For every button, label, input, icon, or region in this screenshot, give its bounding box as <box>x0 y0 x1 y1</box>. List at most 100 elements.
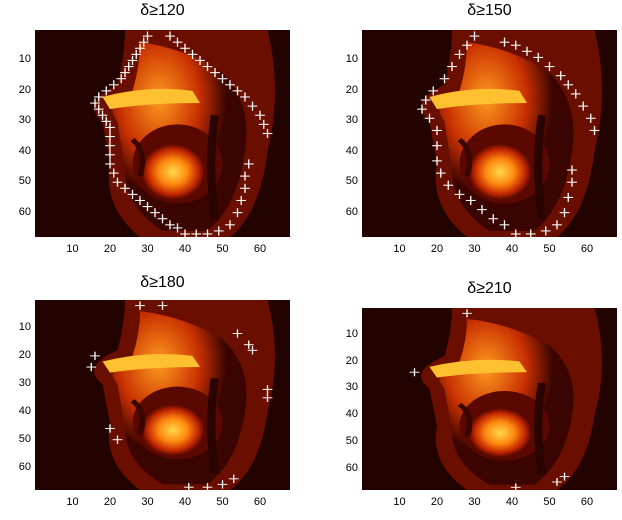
boundary-marker <box>105 141 115 151</box>
boundary-marker <box>225 80 235 90</box>
boundary-marker <box>443 180 454 190</box>
boundary-marker <box>262 393 273 402</box>
boundary-marker <box>105 424 115 433</box>
boundary-marker <box>165 31 175 41</box>
boundary-marker <box>424 113 435 123</box>
boundary-marker <box>157 301 168 310</box>
mri-image <box>362 308 617 490</box>
boundary-marker <box>499 220 510 230</box>
mri-image <box>362 30 617 237</box>
boundary-marker <box>510 483 521 490</box>
boundary-marker <box>138 37 149 47</box>
boundary-marker <box>499 37 510 47</box>
boundary-marker <box>142 31 153 41</box>
boundary-marker <box>462 309 472 318</box>
boundary-marker <box>420 95 431 105</box>
boundary-marker <box>213 226 224 236</box>
boundary-marker <box>150 208 160 218</box>
y-tick-label: 20 <box>18 348 31 361</box>
boundary-marker <box>217 74 228 84</box>
x-tick-label: 10 <box>393 243 406 255</box>
y-tick-label: 60 <box>18 460 31 473</box>
boundary-marker <box>567 177 577 187</box>
boundary-marker <box>180 229 190 237</box>
x-tick-label: 60 <box>580 496 594 508</box>
boundary-marker <box>432 141 442 151</box>
x-tick-label: 50 <box>216 243 229 255</box>
y-tick-label: 10 <box>18 53 31 66</box>
y-tick-label: 20 <box>345 83 358 96</box>
x-tick-label: 30 <box>141 496 154 508</box>
boundary-marker <box>232 86 243 96</box>
x-tick-label: 40 <box>505 496 519 508</box>
boundary-marker <box>101 116 112 126</box>
y-tick-label: 20 <box>345 354 358 367</box>
boundary-marker <box>262 128 273 139</box>
boundary-marker <box>477 205 487 215</box>
x-tick-label: 10 <box>393 496 406 508</box>
y-tick-label: 60 <box>345 205 358 218</box>
boundary-marker <box>232 208 243 218</box>
y-tick-label: 10 <box>18 320 31 333</box>
y-tick-label: 40 <box>18 404 31 417</box>
boundary-marker <box>105 150 115 160</box>
boundary-marker <box>135 301 145 310</box>
y-tick-label: 60 <box>18 205 31 218</box>
boundary-marker <box>112 177 123 187</box>
boundary-marker <box>563 192 574 202</box>
boundary-marker <box>454 49 465 59</box>
y-tick-label: 40 <box>345 144 358 157</box>
x-tick-label: 40 <box>505 243 519 255</box>
x-tick-label: 50 <box>216 496 229 508</box>
y-tick-label: 30 <box>345 381 358 394</box>
boundary-marker <box>105 122 115 132</box>
boundary-marker <box>127 189 138 199</box>
boundary-marker <box>540 226 551 236</box>
y-tick-label: 40 <box>18 144 31 157</box>
y-tick-label: 10 <box>345 53 358 66</box>
panel-title: δ≥180 <box>140 274 185 291</box>
boundary-marker <box>123 61 134 72</box>
x-tick-label: 30 <box>468 496 481 508</box>
boundary-marker <box>488 214 499 224</box>
boundary-marker <box>462 40 472 50</box>
boundary-marker <box>255 110 265 120</box>
x-tick-label: 30 <box>468 243 481 255</box>
panel-title: δ≥120 <box>140 2 185 19</box>
boundary-marker <box>187 49 198 59</box>
y-tick-label: 50 <box>18 432 31 445</box>
boundary-marker <box>432 125 442 136</box>
boundary-marker <box>428 86 439 96</box>
boundary-marker <box>240 171 250 181</box>
boundary-marker <box>120 68 130 78</box>
x-tick-label: 60 <box>253 496 267 508</box>
boundary-marker <box>578 101 589 111</box>
y-tick-label: 50 <box>18 175 31 188</box>
boundary-marker <box>236 195 247 206</box>
boundary-marker <box>240 92 250 102</box>
boundary-marker <box>191 229 202 237</box>
boundary-marker <box>432 156 442 166</box>
x-tick-label: 50 <box>543 496 556 508</box>
boundary-marker <box>409 368 420 377</box>
boundary-marker <box>533 52 544 62</box>
boundary-marker <box>157 214 168 224</box>
x-tick-label: 20 <box>103 496 117 508</box>
boundary-marker <box>120 183 130 193</box>
boundary-marker <box>469 31 480 41</box>
boundary-marker <box>559 208 570 218</box>
boundary-marker <box>108 80 119 90</box>
boundary-marker <box>552 220 562 230</box>
x-tick-label: 30 <box>141 243 154 255</box>
y-tick-label: 50 <box>345 434 358 447</box>
x-tick-label: 20 <box>103 243 117 255</box>
boundary-marker <box>510 40 521 50</box>
x-tick-label: 40 <box>178 496 192 508</box>
y-tick-label: 10 <box>345 327 358 340</box>
boundary-marker <box>172 223 183 233</box>
boundary-marker <box>105 131 115 142</box>
boundary-marker <box>567 165 577 175</box>
boundary-marker <box>105 159 115 169</box>
x-tick-label: 20 <box>430 243 444 255</box>
boundary-marker <box>544 61 555 72</box>
